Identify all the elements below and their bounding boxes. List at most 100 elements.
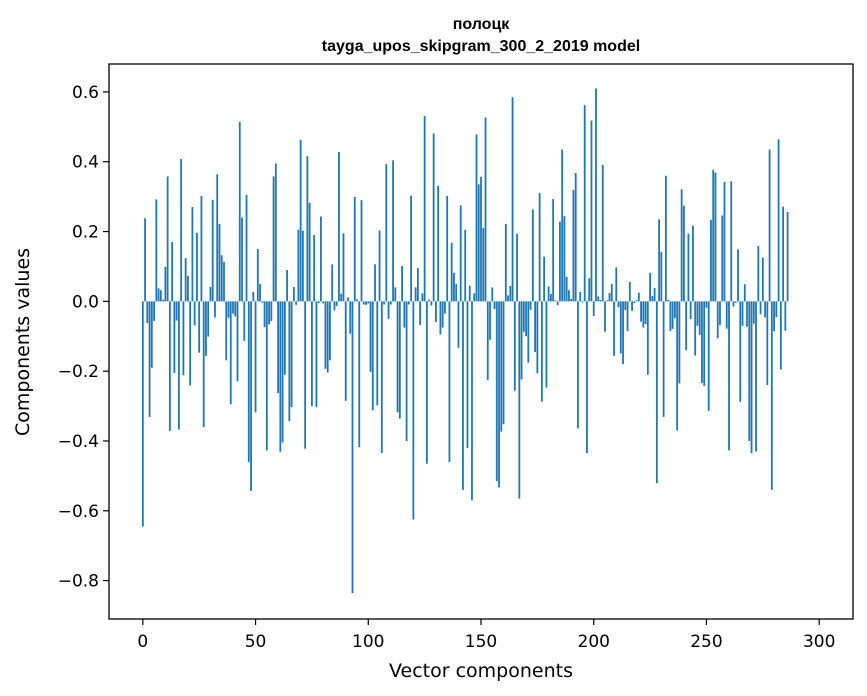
bar-158 [498, 301, 500, 488]
bar-168 [520, 301, 523, 380]
bar-153 [486, 301, 489, 380]
bar-54 [263, 301, 266, 328]
bar-20 [187, 275, 189, 302]
bar-79 [320, 216, 322, 302]
bar-59 [274, 163, 277, 302]
bar-187 [563, 216, 566, 302]
bar-165 [513, 301, 516, 391]
bar-248 [701, 301, 703, 384]
bar-68 [295, 301, 298, 305]
bar-209 [613, 301, 615, 356]
bar-217 [631, 301, 633, 311]
bar-245 [694, 301, 697, 356]
bar-179 [545, 301, 548, 388]
bar-212 [619, 301, 622, 354]
bar-67 [292, 287, 295, 302]
bar-284 [782, 206, 785, 302]
bar-249 [703, 301, 706, 386]
bar-113 [396, 301, 399, 413]
bar-91 [347, 297, 349, 302]
bar-228 [655, 301, 658, 484]
bar-144 [466, 301, 469, 448]
bar-6 [155, 199, 158, 302]
bar-49 [252, 291, 255, 302]
bar-263 [734, 301, 737, 303]
bar-18 [182, 301, 185, 376]
bar-116 [403, 301, 406, 328]
bar-178 [543, 256, 546, 302]
bar-164 [511, 97, 514, 302]
bar-233 [667, 299, 670, 302]
bar-152 [484, 117, 487, 302]
bar-42 [236, 301, 239, 382]
bar-81 [324, 301, 327, 369]
y-tick-label: 0.0 [72, 292, 99, 312]
bar-280 [773, 301, 775, 332]
bar-252 [710, 220, 712, 302]
bar-188 [565, 276, 568, 302]
chart-title: полоцк [453, 16, 511, 33]
bar-145 [468, 285, 471, 302]
bar-278 [768, 149, 771, 302]
bar-264 [737, 249, 739, 302]
bar-261 [730, 181, 733, 302]
bar-273 [757, 245, 760, 302]
bar-46 [245, 194, 248, 302]
bar-279 [770, 301, 773, 490]
bar-208 [610, 283, 613, 302]
x-tick-label: 200 [578, 632, 610, 652]
bar-26 [200, 195, 203, 302]
x-tick-label: 250 [690, 632, 722, 652]
bar-276 [764, 301, 766, 318]
bar-108 [385, 164, 388, 302]
x-axis-label: Vector components [389, 660, 573, 682]
bar-192 [574, 172, 577, 302]
bar-205 [604, 301, 606, 332]
bar-272 [755, 301, 757, 452]
bar-143 [464, 229, 467, 302]
bar-96 [358, 301, 361, 448]
bar-84 [331, 264, 334, 302]
bar-150 [480, 176, 482, 302]
bar-216 [628, 281, 631, 302]
bar-21 [189, 301, 192, 386]
bar-57 [270, 301, 273, 321]
bar-182 [552, 199, 555, 302]
bar-137 [450, 242, 453, 302]
bar-126 [425, 301, 428, 464]
bar-109 [387, 301, 390, 319]
bar-242 [687, 233, 690, 302]
bar-23 [193, 301, 196, 326]
bar-226 [651, 296, 654, 302]
y-tick-label: −0.6 [58, 502, 99, 522]
bar-102 [371, 301, 374, 411]
bar-213 [622, 301, 624, 365]
bar-77 [315, 301, 318, 408]
bar-123 [419, 301, 422, 326]
bar-260 [728, 301, 730, 451]
bar-286 [786, 212, 789, 302]
bar-94 [353, 196, 356, 302]
bar-39 [229, 301, 232, 405]
bar-230 [660, 251, 663, 302]
bar-121 [414, 287, 417, 302]
bar-271 [752, 301, 755, 324]
y-tick-label: 0.2 [72, 223, 99, 243]
bar-247 [698, 301, 701, 335]
bar-105 [378, 230, 381, 302]
bar-241 [685, 301, 688, 351]
bar-227 [653, 288, 656, 302]
bar-16 [177, 301, 180, 430]
bar-13 [171, 242, 174, 302]
bar-250 [705, 301, 708, 308]
bar-33 [216, 174, 219, 302]
bar-8 [159, 290, 162, 302]
x-axis: 0 50 100 150 200 250 300 [137, 619, 835, 652]
bar-132 [439, 301, 442, 335]
bar-64 [286, 269, 289, 302]
bar-97 [360, 200, 363, 302]
bar-110 [389, 301, 392, 305]
bar-52 [259, 283, 261, 302]
bar-75 [311, 301, 313, 407]
